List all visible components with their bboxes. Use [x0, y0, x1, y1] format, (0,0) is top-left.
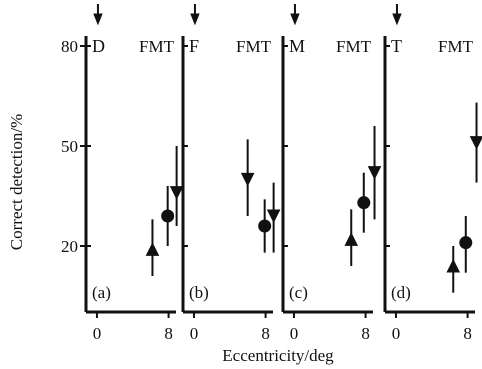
x-tick-label: 0 [290, 324, 299, 343]
data-point-inverted-triangle [240, 172, 255, 187]
y-tick-label: 80 [61, 37, 78, 56]
panel-label: (d) [391, 283, 411, 302]
data-point-inverted-triangle [367, 166, 382, 180]
target-letter: M [289, 36, 305, 56]
y-axis-label: Correct detection/% [7, 114, 26, 250]
fixation-arrow-head [290, 13, 300, 26]
x-tick-label: 8 [463, 324, 472, 343]
x-axis-label: Eccentricity/deg [222, 346, 334, 365]
x-tick-label: 8 [361, 324, 370, 343]
data-point-triangle [446, 258, 461, 273]
fixation-arrow-head [190, 13, 200, 26]
data-point-circle [161, 209, 175, 223]
data-point-circle [459, 236, 473, 250]
fixation-arrow-head [392, 13, 402, 26]
data-point-triangle [344, 232, 359, 246]
marker-legend: FMT [438, 37, 474, 56]
x-tick-label: 0 [93, 324, 102, 343]
panel-1: 0 8 D FMT (a) [80, 4, 184, 343]
target-letter: T [391, 36, 402, 56]
panel-2: 0 8 F FMT (b) [181, 4, 281, 343]
data-point-inverted-triangle [469, 136, 482, 150]
data-point-inverted-triangle [169, 186, 184, 200]
data-point-circle [357, 196, 371, 210]
panel-label: (b) [189, 283, 209, 302]
marker-legend: FMT [139, 37, 175, 56]
data-point-inverted-triangle [266, 209, 281, 224]
target-letter: D [92, 36, 105, 56]
target-letter: F [189, 36, 199, 56]
fixation-arrow-head [93, 13, 103, 26]
y-tick-label: 50 [61, 137, 78, 156]
x-tick-label: 8 [164, 324, 173, 343]
panel-label: (c) [289, 283, 308, 302]
marker-legend: FMT [236, 37, 272, 56]
x-tick-label: 0 [392, 324, 401, 343]
x-tick-label: 8 [261, 324, 270, 343]
y-tick-label: 20 [61, 237, 78, 256]
panel-3: 0 8 M FMT (c) [281, 4, 382, 343]
panel-label: (a) [92, 283, 111, 302]
data-point-triangle [145, 242, 160, 256]
panel-4: 0 8 T FMT (d) [383, 4, 482, 343]
x-tick-label: 0 [190, 324, 199, 343]
marker-legend: FMT [336, 37, 372, 56]
data-point-circle [258, 219, 272, 233]
